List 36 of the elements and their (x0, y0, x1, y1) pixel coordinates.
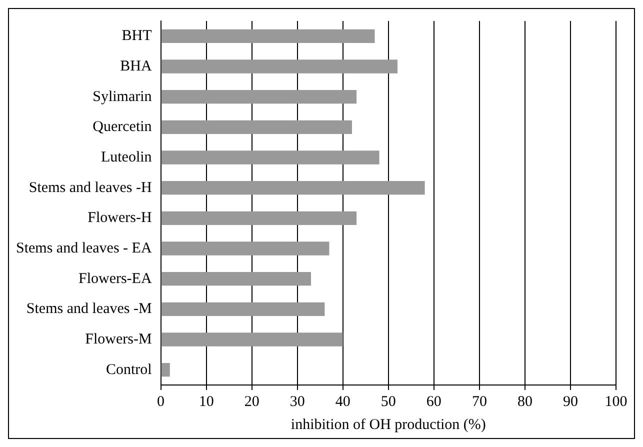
y-tick-label: Stems and leaves -H (28, 180, 152, 196)
y-tick-label: BHT (122, 28, 152, 44)
y-tick-label: Stems and leaves - EA (16, 240, 152, 256)
y-tick-label: Flowers-M (85, 331, 152, 348)
y-tick-label: Quercetin (92, 119, 152, 136)
x-tick-label: 50 (380, 394, 396, 410)
bar (161, 363, 170, 377)
bar (161, 150, 380, 164)
x-tick-label: 90 (562, 394, 578, 410)
x-tick-label: 80 (517, 394, 532, 410)
bar (161, 242, 330, 256)
y-tick-label: Control (106, 362, 152, 378)
y-tick-label: Stems and leaves -M (26, 301, 152, 318)
bar (161, 211, 357, 225)
x-tick-label: 30 (290, 394, 305, 410)
y-tick-label: Luteolin (100, 149, 152, 166)
bar (161, 272, 312, 286)
y-tick-label: Flowers-H (88, 210, 152, 226)
bar (161, 60, 398, 74)
x-tick-label: 60 (426, 394, 442, 410)
x-tick-label: 100 (604, 394, 628, 410)
bar (161, 302, 325, 316)
y-tick-label: Sylimarin (92, 88, 152, 105)
x-tick-label: 20 (244, 394, 260, 410)
bar (161, 332, 343, 346)
x-tick-label: 0 (157, 394, 165, 410)
bar (161, 29, 375, 43)
bar (161, 181, 425, 195)
x-axis-title: inhibition of OH production (%) (290, 416, 486, 433)
bar (161, 120, 352, 134)
x-tick-label: 40 (335, 394, 350, 410)
y-tick-label: Flowers-EA (78, 270, 152, 287)
y-tick-label: BHA (120, 58, 152, 74)
x-tick-label: 70 (472, 394, 487, 410)
bar (161, 90, 357, 104)
x-tick-label: 10 (198, 394, 214, 410)
